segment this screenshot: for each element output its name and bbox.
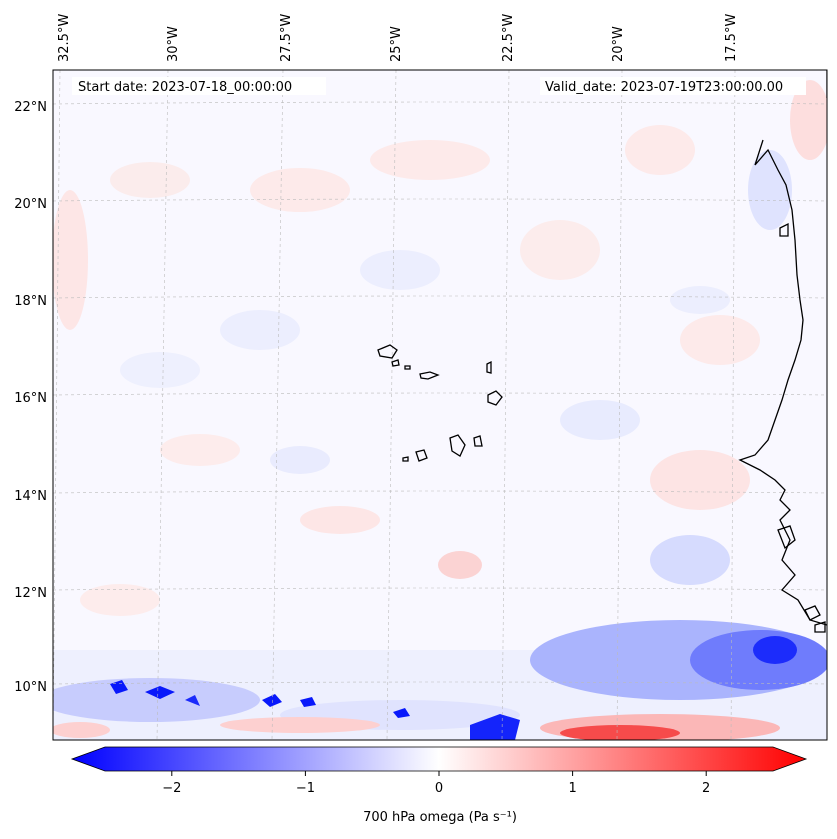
colorbar-variable: 700 hPa omega	[363, 810, 464, 825]
latitude-labels: 22°N 20°N 18°N 16°N 14°N 12°N 10°N	[14, 100, 47, 695]
colorbar-tick-label: 1	[568, 781, 576, 796]
lat-label: 12°N	[14, 586, 47, 601]
lon-label: 30°W	[166, 26, 181, 62]
omega-field	[53, 70, 827, 740]
valid-date-box	[540, 77, 806, 95]
colorbar-ticks: −2 −1 0 1 2	[162, 771, 710, 796]
lat-label: 18°N	[14, 294, 47, 309]
lat-label: 14°N	[14, 489, 47, 504]
lat-label: 10°N	[14, 680, 47, 695]
colorbar-tick-label: 2	[702, 781, 710, 796]
colorbar-tick-label: −2	[162, 781, 181, 796]
lon-label: 17.5°W	[724, 14, 739, 62]
lon-label: 20°W	[611, 26, 626, 62]
colorbar-label: 700 hPa omega (Pa s⁻¹)	[363, 810, 517, 825]
lon-label: 25°W	[389, 26, 404, 62]
lat-label: 20°N	[14, 197, 47, 212]
lon-label: 22.5°W	[501, 14, 516, 62]
lon-label: 27.5°W	[279, 14, 294, 62]
longitude-labels: 32.5°W 30°W 27.5°W 25°W 22.5°W 20°W 17.5…	[57, 14, 739, 62]
gridlines	[53, 70, 827, 740]
colorbar: −2 −1 0 1 2 700 hPa omega (Pa s⁻¹)	[70, 746, 808, 825]
lat-label: 16°N	[14, 391, 47, 406]
map-frame	[52, 69, 828, 741]
lat-label: 22°N	[14, 100, 47, 115]
colorbar-tick-label: −1	[296, 781, 315, 796]
colorbar-scale	[70, 746, 808, 772]
lon-label: 32.5°W	[57, 14, 72, 62]
start-date-label: Start date: 2023-07-18_00:00:00	[78, 80, 292, 95]
colorbar-tick-label: 0	[435, 781, 443, 796]
colorbar-units: (Pa s⁻¹)	[469, 810, 517, 825]
coastline	[377, 70, 827, 633]
start-date-box	[72, 77, 326, 95]
valid-date-label: Valid_date: 2023-07-19T23:00:00.00	[545, 80, 783, 95]
